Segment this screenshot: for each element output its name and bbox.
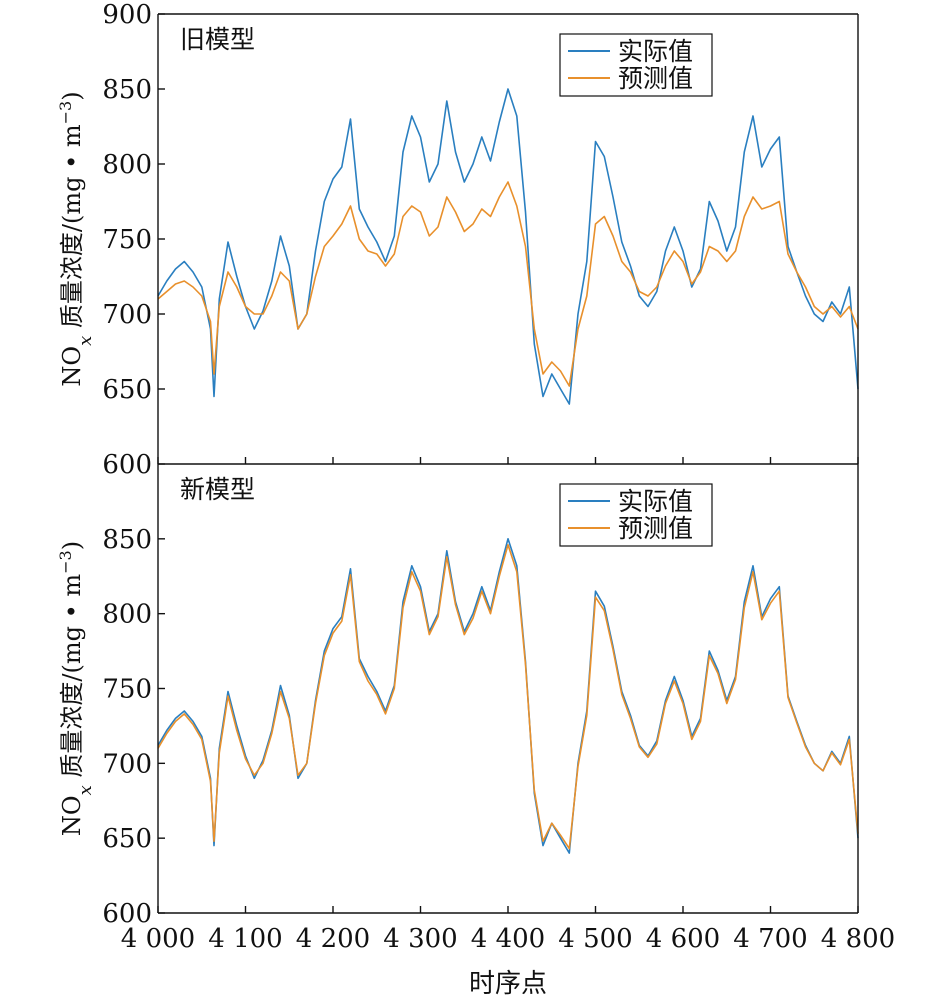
y-axis-label: NOx 质量浓度/(mg • m−3) xyxy=(56,541,96,836)
legend-label-predicted: 预测值 xyxy=(618,514,693,543)
x-axis-label: 时序点 xyxy=(469,969,547,999)
x-tick-label: 4 100 xyxy=(208,924,282,954)
y-tick-label: 650 xyxy=(102,824,152,854)
y-tick-label: 800 xyxy=(102,600,152,630)
legend-box xyxy=(559,33,713,97)
x-tick-label: 4 600 xyxy=(646,924,720,954)
y-tick-label: 800 xyxy=(102,150,152,180)
y-tick-label: 700 xyxy=(102,749,152,779)
x-tick-label: 4 500 xyxy=(558,924,632,954)
y-tick-label: 700 xyxy=(102,300,152,330)
x-tick-label: 4 200 xyxy=(296,924,370,954)
x-tick-label: 4 800 xyxy=(821,924,895,954)
legend-label-actual: 实际值 xyxy=(618,487,693,516)
y-tick-label: 600 xyxy=(102,450,152,480)
legend-box xyxy=(559,483,713,547)
y-tick-label: 900 xyxy=(102,0,152,30)
series-line-predicted xyxy=(157,543,859,850)
y-tick-label: 650 xyxy=(102,375,152,405)
legend-label-actual: 实际值 xyxy=(618,37,693,66)
x-tick-label: 4 400 xyxy=(471,924,545,954)
legend-label-predicted: 预测值 xyxy=(618,64,693,93)
series-line-actual xyxy=(157,537,859,854)
series-line-predicted xyxy=(157,181,859,387)
top-panel: 600 650 700 750 800 850 900 旧模型 NOx 质量浓度/(mg • m… xyxy=(56,0,859,480)
panel-title: 新模型 xyxy=(180,475,255,504)
x-tick-label: 4 700 xyxy=(733,924,807,954)
y-tick-label: 850 xyxy=(102,525,152,555)
x-tick-label: 4 000 xyxy=(121,924,195,954)
series-line-actual xyxy=(157,88,859,405)
y-axis-label: NOx 质量浓度/(mg • m−3) xyxy=(56,91,96,386)
x-tick-label: 4 300 xyxy=(383,924,457,954)
y-tick-label: 600 xyxy=(102,899,152,929)
y-tick-label: 750 xyxy=(102,225,152,255)
panel-title: 旧模型 xyxy=(180,25,255,54)
bottom-panel: 600 650 700 750 800 850 4 000 4 100 4 200 4 300 4 … xyxy=(56,464,895,954)
y-tick-label: 850 xyxy=(102,75,152,105)
y-tick-label: 750 xyxy=(102,675,152,705)
